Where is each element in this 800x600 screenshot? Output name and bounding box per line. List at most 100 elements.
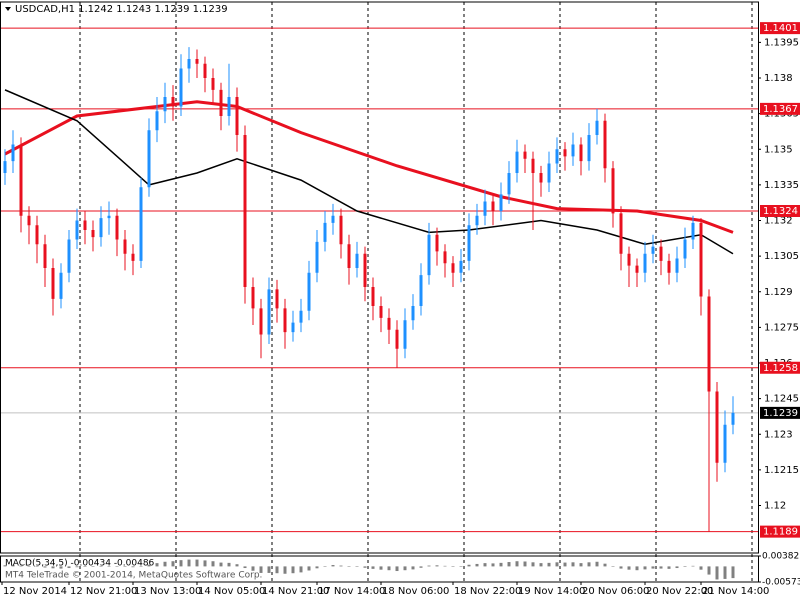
candle-body xyxy=(491,201,495,211)
x-tick-label: 14 Nov 21:00 xyxy=(262,586,329,597)
candle-body xyxy=(699,222,703,297)
candle-body xyxy=(499,194,503,211)
candle-body xyxy=(283,308,287,333)
macd-bar xyxy=(723,566,727,579)
macd-bar xyxy=(163,561,167,567)
macd-bar xyxy=(667,566,671,569)
candle-body xyxy=(387,317,391,330)
x-tick-label: 18 Nov 06:00 xyxy=(382,586,449,597)
candle-body xyxy=(179,68,183,107)
macd-bar xyxy=(683,566,687,567)
macd-bar xyxy=(83,566,87,567)
macd-bar xyxy=(659,566,663,569)
candle-body xyxy=(723,424,727,463)
candle-body xyxy=(275,289,279,309)
candle-body xyxy=(339,215,343,245)
macd-bar xyxy=(251,566,255,571)
macd-bar xyxy=(179,560,183,567)
candle-body xyxy=(675,258,679,273)
macd-bar xyxy=(603,563,607,567)
macd-bar xyxy=(435,565,439,567)
level-label: 1.1258 xyxy=(763,363,798,374)
macd-bar xyxy=(147,564,151,567)
candle-body xyxy=(371,287,375,306)
macd-bar xyxy=(195,559,199,567)
x-tick-label: 12 Nov 21:00 xyxy=(70,586,137,597)
macd-bar xyxy=(59,566,63,569)
macd-bar xyxy=(171,561,175,567)
macd-bar xyxy=(187,559,191,567)
candle-body xyxy=(139,187,143,261)
candle-body xyxy=(227,97,231,116)
candle-body xyxy=(595,120,599,135)
candle-body xyxy=(315,241,319,273)
candle-body xyxy=(147,130,151,188)
moving-average xyxy=(4,89,734,255)
macd-bar xyxy=(275,566,279,574)
macd-bar xyxy=(627,566,631,570)
macd-bar xyxy=(539,563,543,567)
macd-bar xyxy=(387,566,391,571)
candle-body xyxy=(651,246,655,254)
level-label: 1.1324 xyxy=(763,206,798,217)
candle-body xyxy=(51,268,55,299)
macd-bar xyxy=(611,566,615,567)
candle-body xyxy=(451,263,455,273)
macd-bar xyxy=(243,566,247,569)
macd-bar xyxy=(635,566,639,571)
candle-body xyxy=(99,218,103,238)
macd-bar xyxy=(643,566,647,570)
candle-body xyxy=(635,265,639,273)
macd-bar xyxy=(267,566,271,573)
macd-bar xyxy=(283,566,287,574)
macd-bar xyxy=(547,562,551,567)
macd-bar xyxy=(563,562,567,567)
candle-body xyxy=(587,135,591,162)
candle-body xyxy=(531,158,535,173)
bid-label-box xyxy=(760,406,800,419)
macd-bar xyxy=(3,565,7,567)
macd-bar xyxy=(339,565,343,567)
candle-body xyxy=(83,220,87,230)
menu-arrow[interactable] xyxy=(5,7,11,11)
macd-bar xyxy=(27,566,31,567)
macd-bar xyxy=(67,566,71,569)
x-tick-label: 19 Nov 14:00 xyxy=(518,586,585,597)
macd-bar xyxy=(675,566,679,569)
candle-body xyxy=(427,234,431,276)
candle-body xyxy=(403,320,407,349)
macd-bar xyxy=(75,566,79,568)
macd-bar xyxy=(587,562,591,567)
candle-body xyxy=(267,289,271,335)
candle-body xyxy=(579,144,583,162)
macd-bar xyxy=(515,561,519,567)
candle-body xyxy=(107,215,111,219)
y-tick-label: 1.1305 xyxy=(764,251,799,262)
candle-body xyxy=(563,149,567,157)
candle-body xyxy=(235,97,239,135)
candle-body xyxy=(43,244,47,268)
x-tick-label: 21 Nov 14:00 xyxy=(702,586,769,597)
bid-label: 1.1239 xyxy=(763,408,798,419)
candle-body xyxy=(219,89,223,116)
candle-body xyxy=(131,253,135,261)
macd-bar xyxy=(451,566,455,567)
macd-bar xyxy=(307,566,311,571)
macd-bar xyxy=(427,565,431,567)
y-tick-label: 1.132 xyxy=(764,216,793,227)
x-tick-label: 12 Nov 2014 xyxy=(3,586,67,597)
macd-bar xyxy=(35,566,39,567)
candle-body xyxy=(515,151,519,173)
macd-bar xyxy=(595,561,599,567)
macd-bar xyxy=(43,566,47,568)
macd-bar xyxy=(379,566,383,570)
candle-body xyxy=(91,230,95,238)
macd-bar xyxy=(299,566,303,573)
macd-bar xyxy=(403,566,407,571)
candle-body xyxy=(603,120,607,169)
candle-body xyxy=(547,163,551,183)
candle-body xyxy=(643,253,647,273)
candle-body xyxy=(483,201,487,216)
candle-body xyxy=(171,97,175,107)
candle-body xyxy=(211,78,215,90)
